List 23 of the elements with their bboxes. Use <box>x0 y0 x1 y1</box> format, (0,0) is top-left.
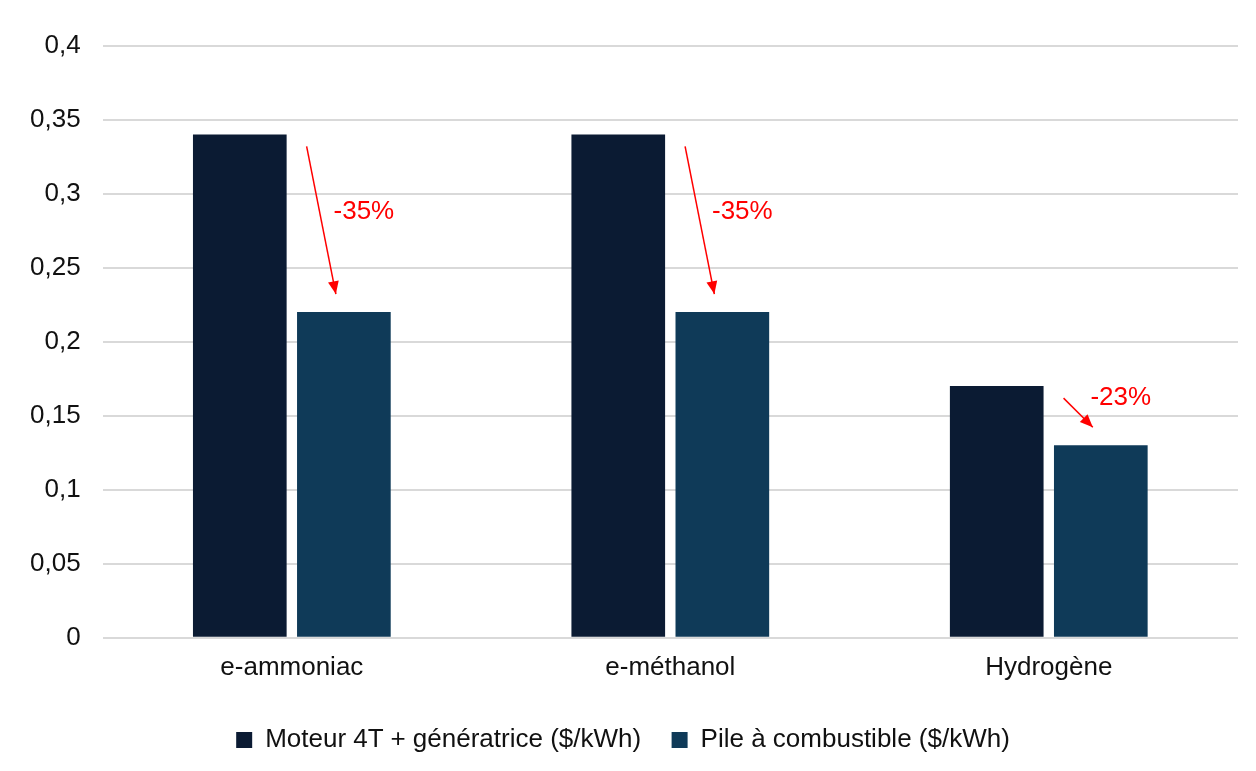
bar <box>192 134 287 637</box>
y-tick-label: 0,05 <box>29 546 81 577</box>
x-tick-label: e-ammoniac <box>220 650 364 681</box>
y-tick-label: 0,4 <box>44 28 81 59</box>
annotation: -35% <box>711 195 773 226</box>
y-tick-label: 0,25 <box>29 250 81 281</box>
y-tick-label: 0,3 <box>44 176 81 207</box>
legend-label: Moteur 4T + génératrice ($/kWh) <box>265 723 642 754</box>
bar <box>1053 445 1148 637</box>
x-tick-label: Hydrogène <box>985 650 1113 681</box>
y-tick-label: 0,35 <box>29 102 81 133</box>
annotation: -35% <box>333 195 395 226</box>
y-tick-label: 0,2 <box>44 324 81 355</box>
y-tick-label: 0,1 <box>44 472 81 503</box>
legend-label: Pile à combustible ($/kWh) <box>700 723 1010 754</box>
annotation: -23% <box>1090 381 1152 412</box>
bar <box>675 312 770 637</box>
bar <box>571 134 666 637</box>
y-tick-label: 0 <box>66 620 81 651</box>
bar <box>297 312 391 637</box>
bar <box>949 386 1044 637</box>
y-tick-label: 0,15 <box>29 398 81 429</box>
x-tick-label: e-méthanol <box>605 650 736 681</box>
